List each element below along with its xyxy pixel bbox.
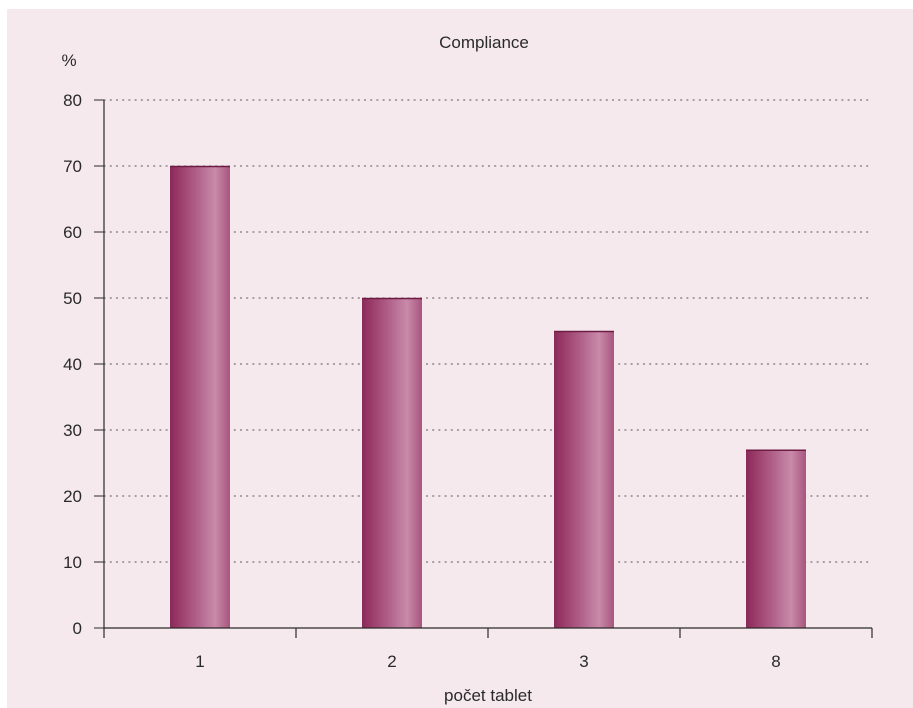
- bar: [362, 298, 422, 628]
- y-tick-label: 40: [63, 355, 82, 374]
- y-tick-label: 30: [63, 421, 82, 440]
- y-tick-label: 50: [63, 289, 82, 308]
- grid-lines: [103, 99, 873, 563]
- y-tick-label: 80: [63, 91, 82, 110]
- bar: [170, 166, 230, 628]
- bar: [746, 449, 806, 628]
- y-tick-label: 0: [73, 619, 82, 638]
- y-axis-label: %: [61, 51, 76, 70]
- bar: [554, 331, 614, 628]
- y-tick-label: 10: [63, 553, 82, 572]
- axes: 0 10 20 30 40 50 60 70 80 1 2 3 8: [63, 91, 873, 671]
- x-tick-label: 8: [771, 652, 780, 671]
- y-tick-label: 20: [63, 487, 82, 506]
- x-tick-label: 2: [387, 652, 396, 671]
- bars: [170, 165, 806, 628]
- x-tick-label: 3: [579, 652, 588, 671]
- x-tick-label: 1: [195, 652, 204, 671]
- y-tick-label: 70: [63, 157, 82, 176]
- y-tick-label: 60: [63, 223, 82, 242]
- x-axis-label: počet tablet: [444, 686, 532, 705]
- chart-title: Compliance: [439, 33, 529, 52]
